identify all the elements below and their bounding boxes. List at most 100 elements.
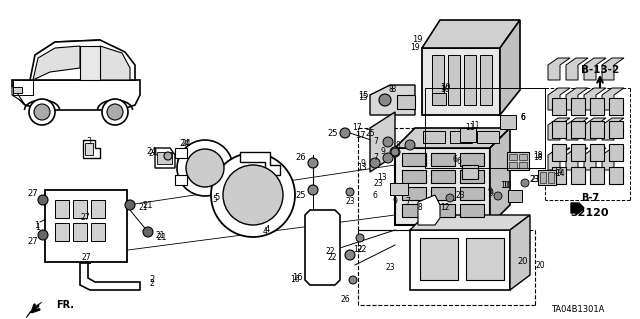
- Bar: [460, 187, 484, 200]
- Bar: [590, 98, 604, 115]
- Circle shape: [223, 165, 283, 225]
- Text: 25: 25: [328, 129, 339, 137]
- Bar: [507, 152, 529, 170]
- Polygon shape: [571, 203, 584, 213]
- Polygon shape: [395, 128, 510, 148]
- Text: 10: 10: [500, 181, 510, 189]
- Polygon shape: [548, 118, 570, 140]
- Bar: [571, 144, 585, 161]
- Circle shape: [379, 94, 391, 106]
- Text: 27: 27: [28, 189, 38, 197]
- Bar: [73, 223, 87, 241]
- Text: 3: 3: [86, 137, 92, 146]
- Text: 8: 8: [418, 204, 422, 212]
- Polygon shape: [83, 140, 100, 158]
- Bar: [431, 187, 455, 200]
- Polygon shape: [602, 88, 624, 110]
- Text: 4: 4: [262, 227, 268, 236]
- Text: 7: 7: [406, 197, 410, 206]
- Bar: [480, 55, 492, 105]
- Polygon shape: [100, 46, 130, 80]
- Text: 16: 16: [292, 273, 302, 283]
- Text: 24: 24: [147, 147, 157, 157]
- Polygon shape: [80, 263, 140, 290]
- Text: 9: 9: [381, 147, 385, 157]
- Text: 24: 24: [181, 139, 191, 149]
- Circle shape: [494, 192, 502, 200]
- Polygon shape: [584, 118, 606, 140]
- Text: 23: 23: [529, 175, 539, 184]
- Text: 9: 9: [360, 159, 365, 167]
- Polygon shape: [370, 85, 415, 115]
- Bar: [432, 55, 444, 105]
- Circle shape: [390, 147, 400, 157]
- Circle shape: [308, 158, 318, 168]
- Bar: [402, 153, 426, 166]
- Polygon shape: [510, 215, 530, 290]
- Text: 25: 25: [296, 190, 307, 199]
- Bar: [390, 183, 408, 195]
- Text: 19: 19: [410, 43, 420, 53]
- Text: 8: 8: [396, 140, 401, 150]
- Text: 27: 27: [28, 238, 38, 247]
- Bar: [402, 170, 426, 183]
- Bar: [460, 204, 484, 217]
- Text: 6: 6: [520, 114, 525, 122]
- Text: 9: 9: [488, 189, 493, 197]
- Bar: [460, 128, 476, 142]
- Polygon shape: [584, 58, 606, 80]
- Text: 10: 10: [440, 85, 450, 94]
- Text: 22: 22: [327, 254, 337, 263]
- Text: 2: 2: [150, 278, 154, 287]
- Text: 23: 23: [455, 190, 465, 199]
- Text: 13: 13: [357, 162, 367, 172]
- Text: 24: 24: [148, 149, 158, 158]
- Text: 18: 18: [533, 151, 543, 160]
- Bar: [590, 167, 604, 184]
- Polygon shape: [395, 148, 490, 225]
- Circle shape: [164, 152, 172, 160]
- Bar: [552, 144, 566, 161]
- Bar: [508, 190, 522, 202]
- Text: 10: 10: [502, 182, 512, 190]
- Bar: [85, 143, 93, 155]
- Bar: [571, 98, 585, 115]
- Circle shape: [346, 188, 354, 196]
- Text: 13: 13: [377, 174, 387, 182]
- Text: 23: 23: [385, 263, 395, 272]
- Polygon shape: [566, 58, 588, 80]
- Text: 15: 15: [358, 91, 368, 100]
- Text: 22: 22: [356, 246, 367, 255]
- Bar: [397, 95, 415, 109]
- Bar: [55, 200, 69, 218]
- Polygon shape: [584, 88, 606, 110]
- Polygon shape: [370, 112, 395, 172]
- Text: 20: 20: [518, 257, 528, 266]
- Circle shape: [38, 195, 48, 205]
- Text: 21: 21: [143, 201, 153, 210]
- Bar: [402, 204, 426, 217]
- Polygon shape: [548, 88, 570, 110]
- Bar: [519, 154, 527, 160]
- Polygon shape: [500, 20, 520, 115]
- Text: 4: 4: [264, 226, 269, 234]
- Polygon shape: [548, 148, 570, 170]
- Text: 7: 7: [374, 153, 378, 162]
- Polygon shape: [12, 85, 25, 105]
- Text: 19: 19: [412, 35, 422, 44]
- Polygon shape: [30, 40, 135, 80]
- Text: 21: 21: [138, 203, 148, 211]
- Bar: [477, 131, 499, 143]
- Circle shape: [340, 128, 350, 138]
- Circle shape: [29, 99, 55, 125]
- Polygon shape: [566, 148, 588, 170]
- Circle shape: [211, 153, 295, 237]
- Polygon shape: [584, 148, 606, 170]
- Circle shape: [177, 140, 233, 196]
- Text: B-7: B-7: [581, 193, 599, 203]
- Circle shape: [446, 194, 454, 202]
- Bar: [460, 153, 484, 166]
- Bar: [460, 170, 484, 183]
- Polygon shape: [422, 48, 500, 115]
- Bar: [590, 121, 604, 138]
